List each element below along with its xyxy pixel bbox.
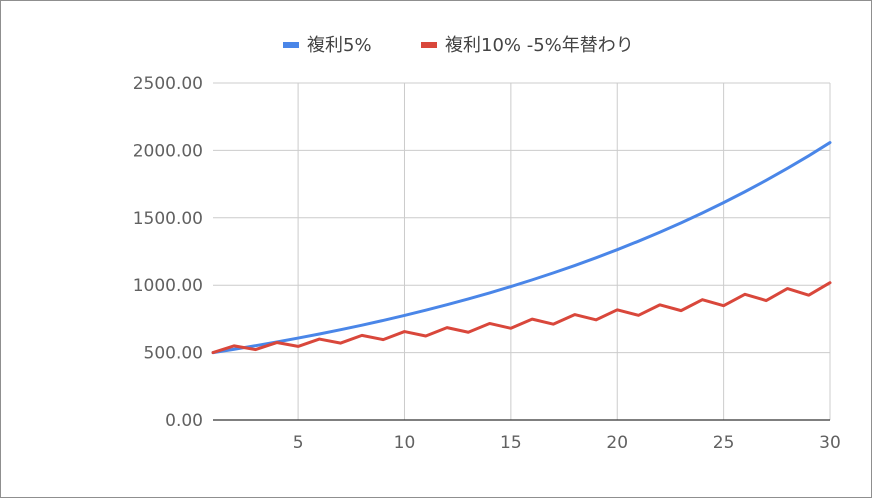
y-axis-ticks: 0.00 500.00 1000.00 1500.00 2000.00 2500.00: [133, 74, 203, 431]
series-line-1: [211, 141, 832, 355]
legend-swatch-2: [421, 42, 437, 48]
x-tick-label: 5: [293, 433, 304, 453]
x-tick-label: 30: [819, 433, 841, 453]
y-tick-label: 1500.00: [133, 209, 203, 229]
y-tick-label: 500.00: [144, 344, 203, 364]
legend-label-2: 複利10% -5%年替わり: [445, 35, 634, 56]
legend-label-1: 複利5%: [307, 35, 372, 56]
y-tick-label: 1000.00: [133, 276, 203, 296]
x-tick-label: 15: [500, 433, 522, 453]
x-axis-ticks: 5 10 15 20 25 30: [293, 433, 841, 453]
legend: 複利5% 複利10% -5%年替わり: [283, 35, 634, 56]
data-series: [211, 141, 832, 355]
y-tick-label: 2000.00: [133, 141, 203, 161]
y-tick-label: 2500.00: [133, 74, 203, 94]
x-tick-label: 25: [713, 433, 735, 453]
series-line-2: [211, 281, 832, 355]
x-tick-label: 20: [606, 433, 628, 453]
x-tick-label: 10: [394, 433, 416, 453]
legend-swatch-1: [283, 42, 299, 48]
y-tick-label: 0.00: [165, 411, 203, 431]
gridlines: [213, 82, 831, 421]
